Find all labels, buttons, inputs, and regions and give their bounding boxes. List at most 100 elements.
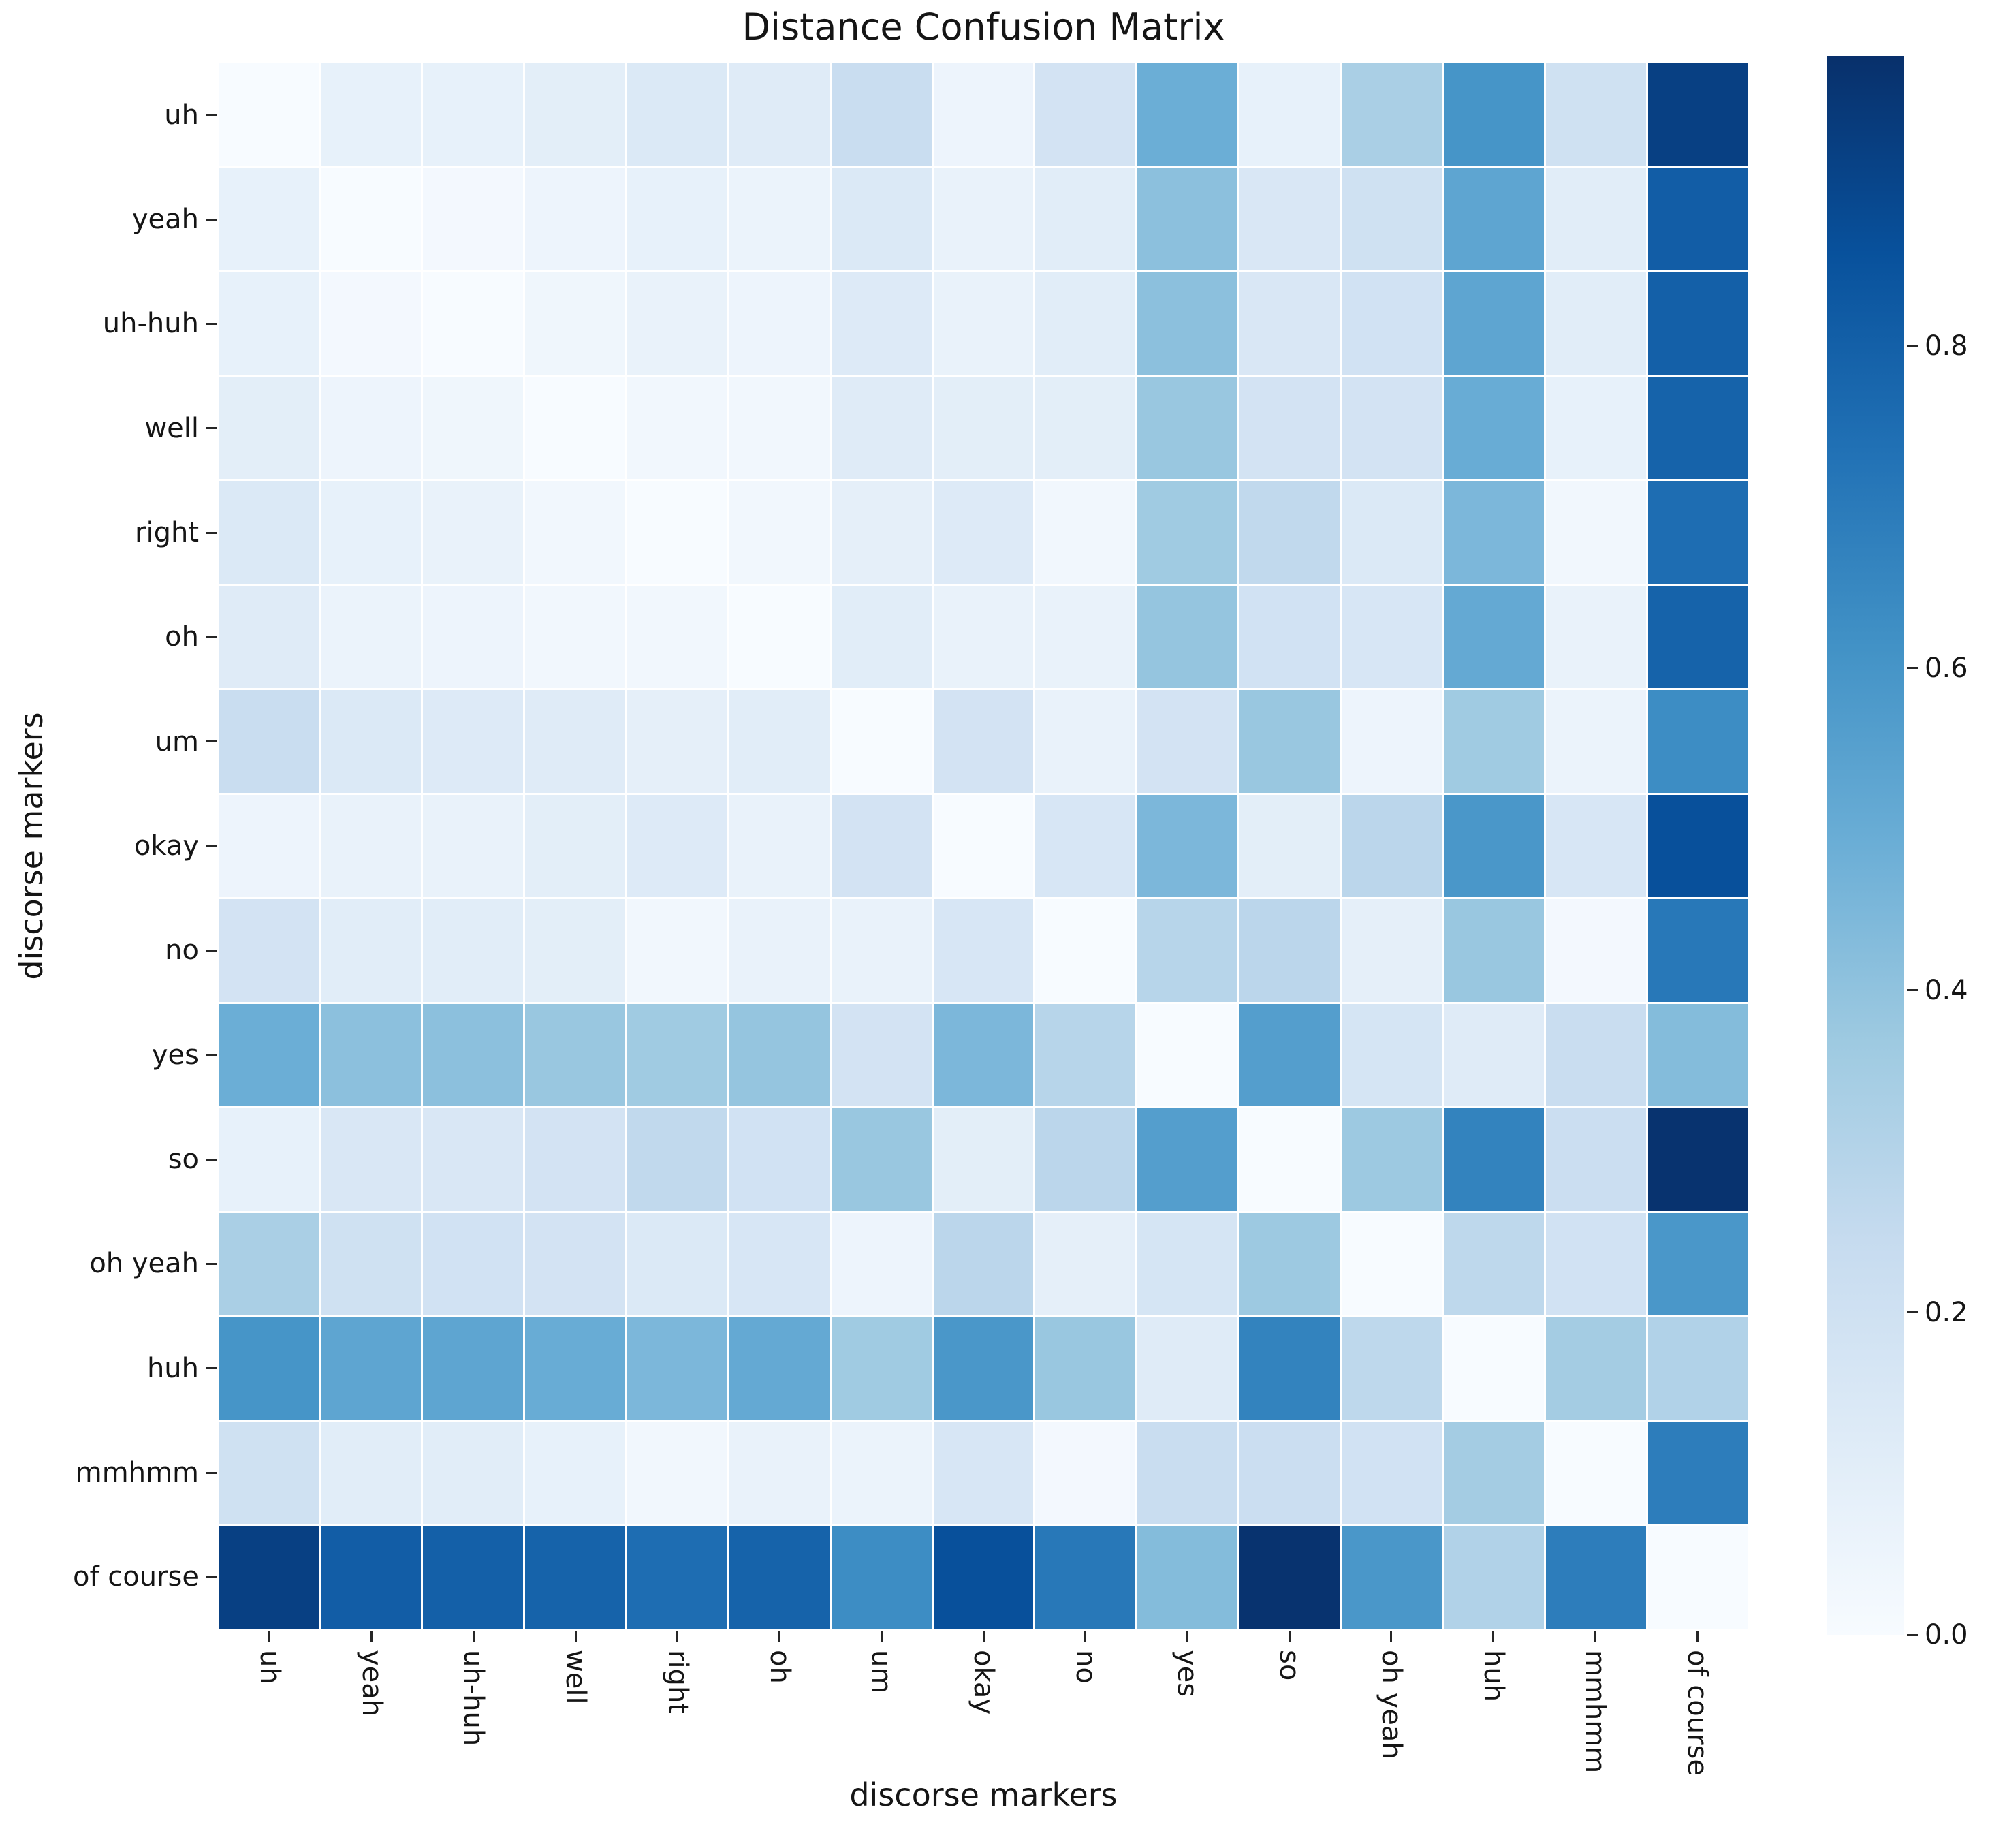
heatmap-cell-yes-okay xyxy=(933,1003,1034,1107)
heatmap-cell-well-oh yeah xyxy=(1342,376,1442,480)
heatmap-cell-oh yeah-uh xyxy=(219,1212,319,1316)
heatmap-cell-okay-oh xyxy=(729,794,830,898)
heatmap-cell-so-well xyxy=(524,1108,625,1211)
heatmap-cell-of course-uh-huh xyxy=(422,1526,523,1629)
x-tick-mark xyxy=(472,1631,475,1642)
heatmap-cell-um-uh-huh xyxy=(422,690,523,793)
heatmap-cell-mmhmm-so xyxy=(1239,1422,1340,1525)
heatmap-cell-huh-right xyxy=(627,1317,727,1420)
colorbar-tick-label-0.0: 0.0 xyxy=(1925,1619,1968,1650)
heatmap-cell-well-oh xyxy=(729,376,830,480)
heatmap-cell-um-no xyxy=(1035,690,1136,793)
y-tick-label-so: so xyxy=(168,1144,199,1175)
heatmap-cell-huh-well xyxy=(524,1317,625,1420)
x-tick-mark xyxy=(1084,1631,1087,1642)
heatmap-cell-oh yeah-mmhmm xyxy=(1546,1212,1647,1316)
heatmap-cell-uh-huh-right xyxy=(627,272,727,375)
heatmap-cell-no-uh xyxy=(219,899,319,1002)
heatmap-cell-oh-uh xyxy=(219,585,319,689)
colorbar-tick-mark xyxy=(1907,345,1918,347)
heatmap-cell-oh yeah-um xyxy=(831,1212,932,1316)
y-tick-mark xyxy=(206,845,217,847)
heatmap-cell-of course-uh xyxy=(219,1526,319,1629)
heatmap-cell-uh-huh-well xyxy=(524,272,625,375)
heatmap-cell-okay-right xyxy=(627,794,727,898)
heatmap-cell-okay-huh xyxy=(1444,794,1545,898)
heatmap-cell-mmhmm-yeah xyxy=(320,1422,421,1525)
colorbar-tick-mark xyxy=(1907,989,1918,992)
heatmap-cell-uh-no xyxy=(1035,63,1136,166)
x-axis-label: discorse markers xyxy=(849,1776,1118,1813)
heatmap-cell-yeah-right xyxy=(627,167,727,270)
heatmap-cell-uh-huh-okay xyxy=(933,272,1034,375)
heatmap-cell-okay-uh-huh xyxy=(422,794,523,898)
heatmap-cell-okay-uh xyxy=(219,794,319,898)
heatmap-cell-of course-yeah xyxy=(320,1526,421,1629)
y-tick-label-oh yeah: oh yeah xyxy=(89,1248,199,1280)
heatmap-cell-oh-yeah xyxy=(320,585,421,689)
heatmap-cell-uh-um xyxy=(831,63,932,166)
heatmap-cell-yeah-no xyxy=(1035,167,1136,270)
heatmap-cell-uh-huh-of course xyxy=(1648,272,1748,375)
heatmap-cell-right-yes xyxy=(1137,481,1238,584)
heatmap-cell-uh-yes xyxy=(1137,63,1238,166)
heatmap-cell-mmhmm-well xyxy=(524,1422,625,1525)
heatmap-cell-so-yeah xyxy=(320,1108,421,1211)
heatmap-cell-well-yes xyxy=(1137,376,1238,480)
heatmap-cell-um-yeah xyxy=(320,690,421,793)
y-tick-mark xyxy=(206,531,217,534)
heatmap-cell-so-uh-huh xyxy=(422,1108,523,1211)
heatmap-cell-oh yeah-huh xyxy=(1444,1212,1545,1316)
x-tick-label-huh: huh xyxy=(1477,1650,1509,1702)
heatmap-cell-right-right xyxy=(627,481,727,584)
heatmap-cell-uh-uh xyxy=(219,63,319,166)
heatmap-cell-yeah-mmhmm xyxy=(1546,167,1647,270)
heatmap-cell-oh-oh yeah xyxy=(1342,585,1442,689)
heatmap-cell-right-so xyxy=(1239,481,1340,584)
y-tick-label-well: well xyxy=(144,412,199,444)
heatmap-cell-no-uh-huh xyxy=(422,899,523,1002)
y-tick-label-right: right xyxy=(135,517,199,548)
heatmap-cell-oh yeah-yes xyxy=(1137,1212,1238,1316)
y-tick-label-huh: huh xyxy=(146,1352,199,1384)
heatmap-cell-mmhmm-mmhmm xyxy=(1546,1422,1647,1525)
heatmap-cell-so-oh yeah xyxy=(1342,1108,1442,1211)
heatmap-cell-uh-huh xyxy=(1444,63,1545,166)
heatmap-cell-no-yeah xyxy=(320,899,421,1002)
heatmap-cell-huh-uh-huh xyxy=(422,1317,523,1420)
heatmap-cell-huh-of course xyxy=(1648,1317,1748,1420)
heatmap-cell-yes-um xyxy=(831,1003,932,1107)
heatmap-cell-of course-well xyxy=(524,1526,625,1629)
heatmap-cell-of course-yes xyxy=(1137,1526,1238,1629)
heatmap-cell-yeah-um xyxy=(831,167,932,270)
heatmap-cell-uh-huh-yes xyxy=(1137,272,1238,375)
x-tick-label-oh: oh xyxy=(763,1650,795,1684)
heatmap-cell-oh yeah-okay xyxy=(933,1212,1034,1316)
heatmap-cell-oh-of course xyxy=(1648,585,1748,689)
x-tick-label-so: so xyxy=(1274,1650,1306,1681)
heatmap-cell-um-well xyxy=(524,690,625,793)
heatmap-cell-uh-huh-uh xyxy=(219,272,319,375)
heatmap-cell-uh-oh yeah xyxy=(1342,63,1442,166)
heatmap-cell-oh-yes xyxy=(1137,585,1238,689)
heatmap-cell-mmhmm-oh xyxy=(729,1422,830,1525)
heatmap-cell-huh-okay xyxy=(933,1317,1034,1420)
heatmap-cell-so-yes xyxy=(1137,1108,1238,1211)
heatmap-cell-mmhmm-huh xyxy=(1444,1422,1545,1525)
heatmap-cell-huh-no xyxy=(1035,1317,1136,1420)
heatmap-cell-well-of course xyxy=(1648,376,1748,480)
heatmap-cell-uh-of course xyxy=(1648,63,1748,166)
heatmap-cell-yeah-yes xyxy=(1137,167,1238,270)
x-tick-mark xyxy=(982,1631,985,1642)
heatmap-cell-uh-huh-yeah xyxy=(320,272,421,375)
colorbar-tick-label-0.6: 0.6 xyxy=(1925,652,1968,684)
x-tick-mark xyxy=(880,1631,883,1642)
heatmap-cell-well-uh-huh xyxy=(422,376,523,480)
y-tick-label-oh: oh xyxy=(165,621,199,653)
heatmap-cell-yeah-huh xyxy=(1444,167,1545,270)
heatmap-cell-yes-yeah xyxy=(320,1003,421,1107)
heatmap-cell-yes-oh yeah xyxy=(1342,1003,1442,1107)
heatmap-cell-okay-um xyxy=(831,794,932,898)
heatmap-cell-oh yeah-no xyxy=(1035,1212,1136,1316)
heatmap-cell-um-oh xyxy=(729,690,830,793)
